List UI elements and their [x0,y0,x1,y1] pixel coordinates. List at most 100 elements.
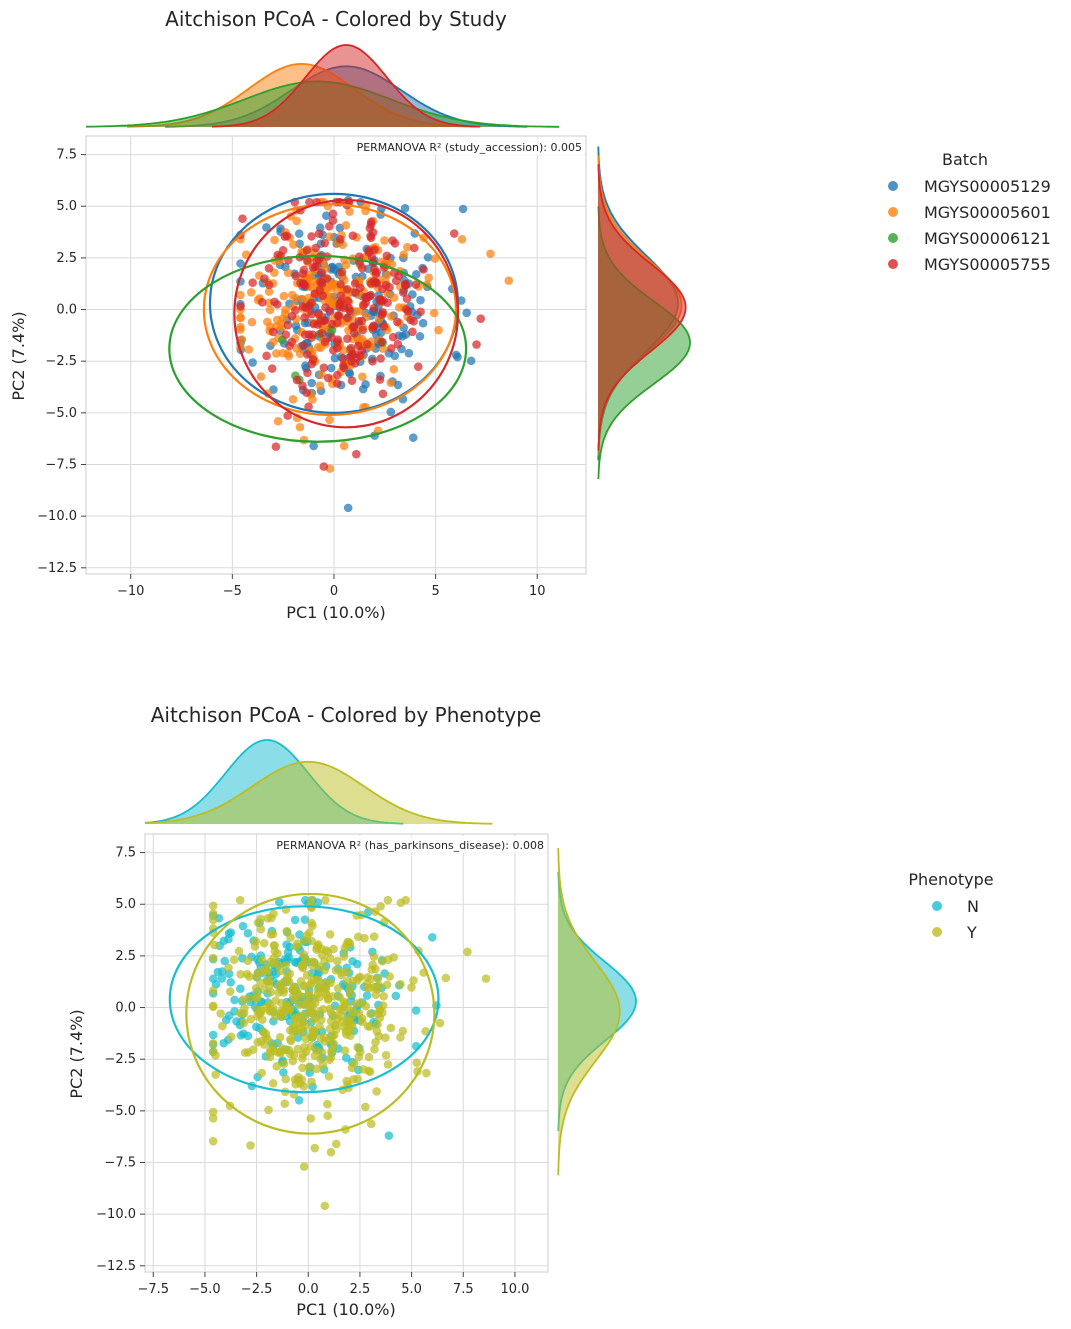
study-point-mgys00005129 [236,259,245,268]
phenotype-point-y [321,895,330,905]
study-y-tick-label: −2.5 [45,354,77,369]
phenotype-point-y [313,975,323,985]
phenotype-legend-items: NY [932,897,979,942]
phenotype-point-n [275,897,284,907]
study-point-mgys00005755 [382,251,392,261]
study-point-mgys00005601 [272,349,281,358]
phenotype-point-y [347,1063,357,1073]
study-point-mgys00005755 [346,343,356,353]
phenotype-point-n [295,930,304,939]
study-point-mgys00005755 [333,318,342,328]
phenotype-point-y [325,930,335,939]
phenotype-point-y [208,953,218,963]
study-x-ticks: −10 −5 0 5 10 [117,574,545,599]
phenotype-point-y [359,1065,368,1074]
study-point-mgys00005755 [316,277,325,287]
study-point-mgys00005755 [291,306,300,315]
study-point-mgys00005755 [342,313,352,323]
phenotype-point-y [239,1018,249,1028]
study-point-mgys00005755 [325,221,334,231]
study-point-mgys00005129 [321,211,331,221]
phenotype-legend-label: N [967,897,979,916]
study-point-mgys00005755 [307,359,317,369]
study-point-mgys00005755 [476,314,486,323]
study-point-mgys00005755 [359,301,368,310]
phenotype-x-ticks: −7.5 −5.0 −2.5 0.0 2.5 5.0 7.5 10.0 [137,1272,529,1297]
study-point-mgys00005755 [268,327,278,337]
phenotype-y-tick-label: 7.5 [115,846,136,861]
phenotype-y-tick-label: −5.0 [104,1104,136,1119]
study-point-mgys00005601 [434,325,443,335]
study-point-mgys00005755 [350,279,360,288]
study-point-mgys00005755 [303,350,312,359]
phenotype-point-y [256,924,266,934]
phenotype-point-y [299,1082,309,1091]
study-point-mgys00005755 [270,297,279,307]
study-y-tick-label: 0.0 [56,303,77,318]
phenotype-point-y [286,1025,295,1035]
phenotype-top-density-fill-y [145,761,493,824]
study-point-mgys00005601 [457,235,467,244]
phenotype-point-y [373,1020,382,1029]
phenotype-point-y [339,952,349,961]
study-point-mgys00005755 [333,311,343,320]
phenotype-point-y [310,998,320,1008]
phenotype-point-y [385,972,394,981]
phenotype-point-y [252,991,262,1001]
phenotype-point-y [367,965,377,974]
phenotype-point-y [324,1035,334,1045]
phenotype-y-tick-label: −2.5 [104,1052,136,1067]
phenotype-point-y [343,976,352,986]
phenotype-point-y [307,1033,317,1042]
study-point-mgys00005129 [466,356,476,366]
phenotype-point-y [409,976,418,985]
phenotype-point-y [297,1075,307,1084]
study-point-mgys00005755 [354,341,363,351]
phenotype-point-y [208,1001,218,1011]
study-point-mgys00005601 [387,312,396,321]
study-y-tick-label: 5.0 [56,199,77,214]
study-point-mgys00005129 [307,378,316,388]
study-point-mgys00005755 [357,263,367,273]
phenotype-point-y [210,940,219,950]
phenotype-point-y [333,956,342,966]
phenotype-point-n [217,974,227,983]
phenotype-point-y [325,954,335,963]
phenotype-point-y [268,929,278,939]
phenotype-point-y [216,1009,225,1018]
study-point-mgys00005601 [429,308,439,318]
study-point-mgys00005755 [408,327,417,337]
study-point-mgys00005601 [295,422,305,432]
study-point-mgys00005755 [342,284,352,294]
phenotype-point-n [384,1131,394,1140]
phenotype-point-y [396,1033,405,1042]
study-right-density-line-mgys00005755 [597,164,687,451]
study-point-mgys00005755 [311,243,320,253]
phenotype-point-y [264,975,274,985]
phenotype-point-y [360,933,369,943]
phenotype-point-y [269,954,278,963]
study-annotation-box [339,138,585,155]
study-point-mgys00005601 [389,293,399,302]
study-point-mgys00005755 [368,357,377,366]
phenotype-point-y [310,1143,320,1153]
study-point-mgys00005755 [264,264,274,273]
phenotype-panel: Aitchison PCoA - Colored by Phenotype −7… [67,703,994,1319]
phenotype-y-tick-label: 0.0 [115,1001,136,1016]
study-point-mgys00005755 [320,337,330,347]
phenotype-point-y [344,938,354,947]
phenotype-point-y [285,1035,295,1044]
phenotype-point-y [244,972,254,981]
phenotype-point-y [263,914,273,923]
phenotype-point-y [208,915,218,925]
phenotype-point-y [291,1080,300,1089]
phenotype-point-y [281,976,291,985]
phenotype-point-y [293,989,303,998]
study-point-mgys00005755 [300,313,309,322]
study-point-mgys00005755 [419,265,428,274]
study-point-mgys00005129 [458,204,468,214]
study-point-mgys00005755 [307,232,316,241]
study-point-mgys00005755 [320,238,330,248]
study-right-density [597,146,691,480]
study-y-tick-label: −10.0 [37,509,77,524]
